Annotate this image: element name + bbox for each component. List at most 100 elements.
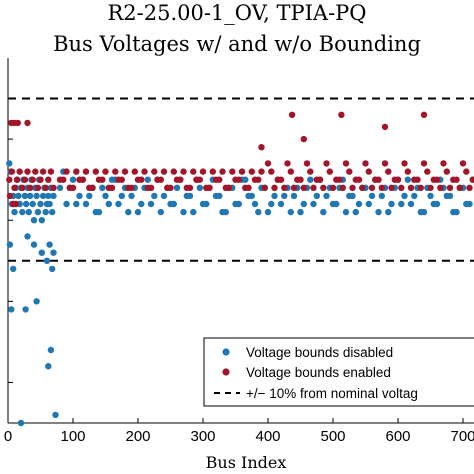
x-tick-label: 700 [450,428,474,445]
disabled-point [417,208,424,216]
disabled-point [277,200,285,208]
disabled-point [82,200,90,208]
disabled-point [216,192,223,200]
disabled-point [50,249,57,256]
x-tick-label: 600 [385,428,410,445]
enabled-point [160,168,168,175]
enabled-point [307,168,314,175]
enabled-point [368,184,376,191]
enabled-point [404,168,411,175]
series-enabled-points [6,111,474,208]
enabled-point [437,184,444,191]
enabled-point [19,184,26,191]
disabled-point [235,200,242,208]
enabled-point [238,168,246,175]
disabled-point [42,208,49,216]
enabled-point [274,176,281,183]
enabled-point [170,168,177,175]
x-tick-label: 200 [125,428,150,445]
disabled-point [30,217,38,224]
enabled-point [310,184,317,191]
disabled-point [151,192,158,200]
enabled-point [183,184,190,191]
enabled-point [144,184,151,191]
disabled-point [180,208,187,216]
disabled-point [378,192,385,200]
enabled-point [288,111,296,119]
plot-area: 0 100 200 300 400 500 600 700 [4,58,474,445]
x-tick-label: 500 [320,428,345,445]
disabled-point [157,208,164,216]
enabled-point [450,176,457,183]
disabled-point [118,192,126,200]
legend-marker-disabled [222,348,230,356]
enabled-point [420,111,428,119]
enabled-point [391,176,398,183]
disabled-point [15,192,22,200]
disabled-point [268,200,275,208]
disabled-point [375,208,382,216]
disabled-point [290,192,298,200]
enabled-point [47,168,55,175]
disabled-point [398,200,405,208]
disabled-point [25,208,32,216]
disabled-point [125,208,132,216]
enabled-point [32,168,39,175]
disabled-point [323,192,330,200]
y-ticks [8,138,13,383]
enabled-point [199,168,207,175]
enabled-point [338,111,345,119]
disabled-point [388,200,395,208]
enabled-point [281,184,288,191]
enabled-point [203,184,210,191]
enabled-point [222,184,229,191]
disabled-point [6,160,13,167]
enabled-point [37,176,44,183]
disabled-point [38,249,45,256]
enabled-point [86,184,93,191]
enabled-point [112,168,119,175]
enabled-point [190,168,197,175]
x-tick-label: 0 [4,428,12,445]
enabled-point [157,176,164,183]
enabled-point [271,184,278,191]
disabled-point [86,192,93,200]
disabled-point [385,208,392,216]
enabled-point [326,168,333,175]
disabled-point [43,257,51,264]
enabled-point [258,144,265,151]
enabled-point [180,168,187,175]
legend-box [203,337,474,407]
enabled-point [12,200,19,208]
disabled-point [34,208,42,216]
enabled-point [313,176,320,183]
disabled-point [56,184,64,191]
enabled-point [14,119,21,127]
enabled-point [362,160,369,167]
enabled-point [34,184,42,191]
enabled-point [118,176,126,183]
enabled-point [8,168,16,175]
enabled-point [440,160,447,167]
enabled-point [290,184,298,191]
enabled-point [284,160,291,167]
enabled-point [466,184,473,191]
enabled-point [388,184,395,191]
disabled-point [105,200,113,208]
disabled-point [355,200,363,208]
disabled-point [50,192,57,200]
enabled-point [66,184,74,191]
enabled-point [352,176,359,183]
disabled-point [411,192,418,200]
reference-lines [8,97,474,262]
enabled-point [63,168,70,175]
disabled-point [365,200,372,208]
disabled-point [19,208,26,216]
enabled-point [463,168,470,175]
disabled-point [248,192,255,200]
enabled-point [255,176,262,183]
disabled-point [30,241,38,248]
disabled-point [69,176,77,183]
enabled-point [268,168,275,175]
disabled-point [255,208,262,216]
